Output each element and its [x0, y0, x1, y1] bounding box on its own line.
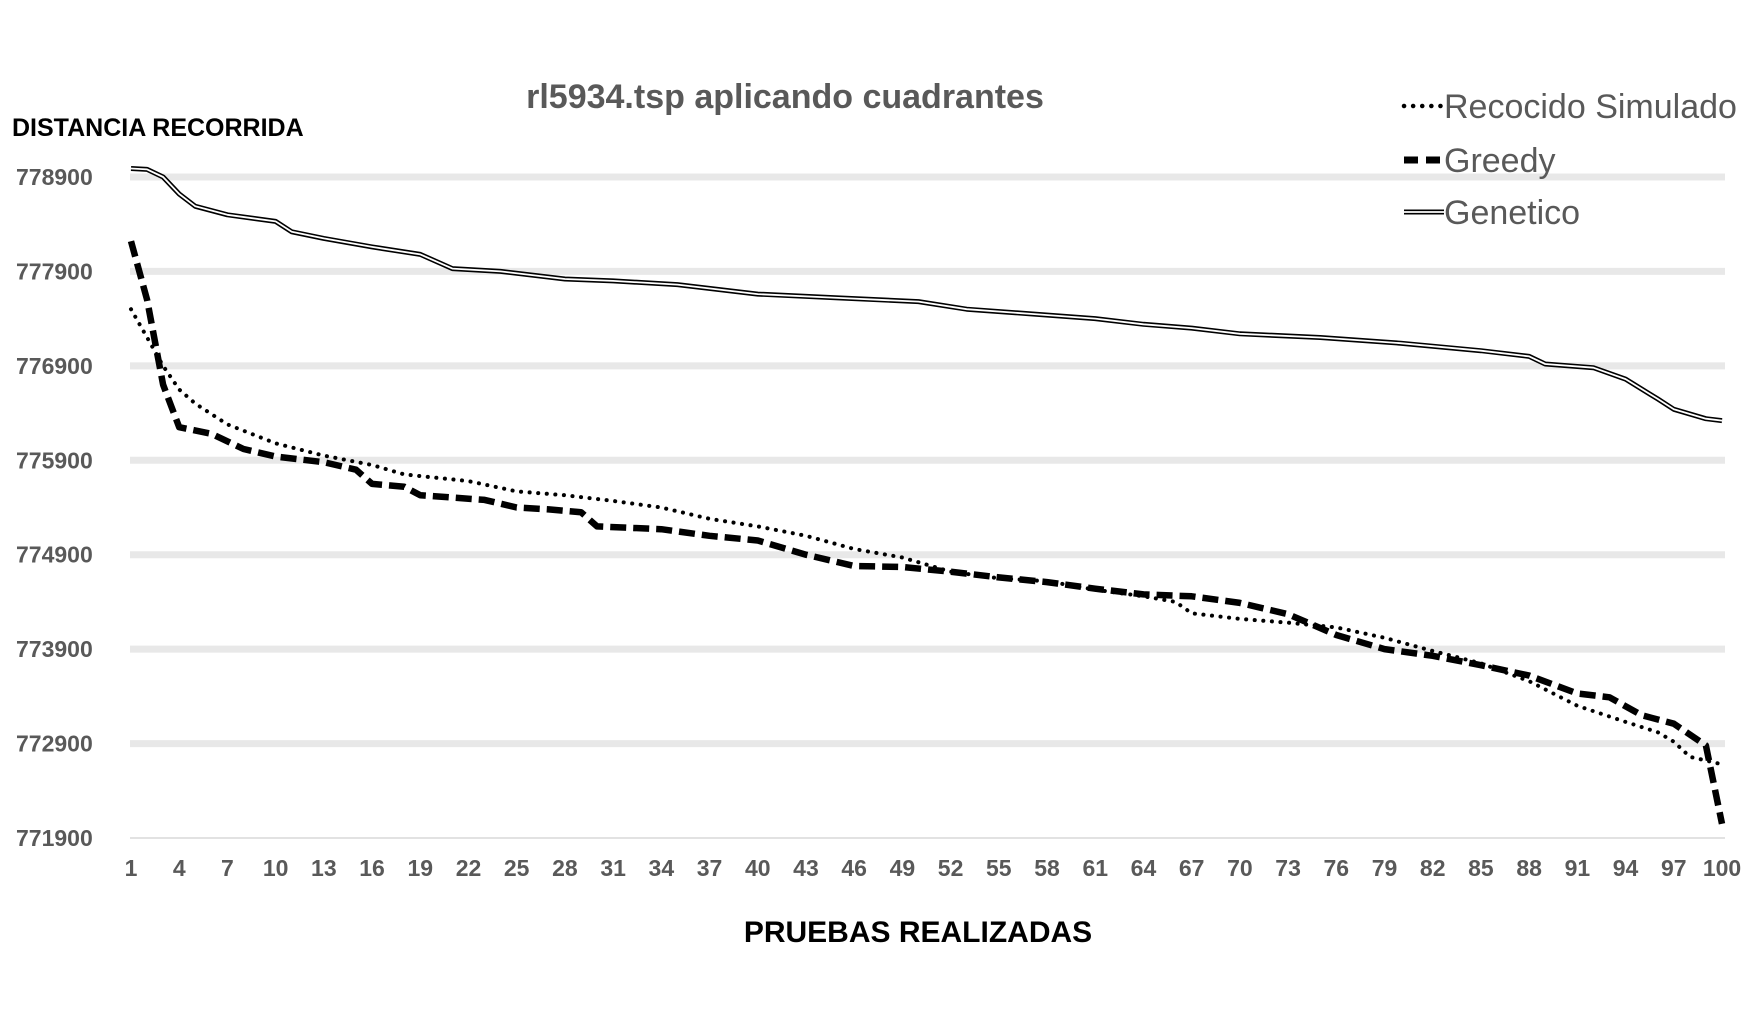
y-tick-label: 774900: [16, 542, 93, 568]
legend-label-recocido: Recocido Simulado: [1444, 88, 1737, 126]
x-axis-ticks: 1 4 7 10 13 16 19 22 25 28 31 34 37 40 43 46 49 52 55 58 61 6…: [125, 855, 1742, 881]
x-tick-label: 91: [1565, 855, 1591, 881]
series-line-recocido: [129, 307, 1724, 767]
x-tick-label: 97: [1661, 855, 1687, 881]
y-axis-ticks: 778900 777900 776900 775900 774900 773900 7729…: [16, 164, 93, 851]
x-tick-label: 16: [359, 855, 385, 881]
series-line-genetico-inner: [130, 167, 1723, 422]
series-line-greedy: [127, 240, 1726, 825]
x-tick-label: 34: [649, 855, 675, 881]
x-tick-label: 70: [1227, 855, 1253, 881]
y-tick-label: 773900: [16, 636, 93, 662]
x-tick-label: 4: [173, 855, 186, 881]
x-tick-label: 94: [1613, 855, 1639, 881]
x-tick-label: 73: [1275, 855, 1301, 881]
series-lines: [127, 166, 1726, 825]
y-tick-label: 778900: [16, 164, 93, 190]
x-tick-label: 28: [552, 855, 578, 881]
gridlines: [130, 173, 1725, 839]
x-tick-label: 85: [1468, 855, 1494, 881]
x-tick-label: 31: [600, 855, 626, 881]
legend-label-genetico: Genetico: [1444, 194, 1580, 232]
y-axis-label: DISTANCIA RECORRIDA: [12, 114, 304, 142]
x-tick-label: 58: [1034, 855, 1060, 881]
legend: Recocido Simulado Greedy Genetico: [1401, 88, 1737, 232]
x-tick-label: 46: [841, 855, 867, 881]
x-tick-label: 40: [745, 855, 771, 881]
y-tick-label: 777900: [16, 258, 93, 284]
x-tick-label: 67: [1179, 855, 1205, 881]
x-tick-label: 79: [1372, 855, 1398, 881]
x-tick-label: 19: [407, 855, 433, 881]
x-tick-label: 25: [504, 855, 530, 881]
y-tick-label: 775900: [16, 447, 93, 473]
x-tick-label: 37: [697, 855, 723, 881]
x-tick-label: 52: [938, 855, 964, 881]
legend-label-greedy: Greedy: [1444, 142, 1556, 180]
y-tick-label: 772900: [16, 731, 93, 757]
legend-item-greedy: Greedy: [1404, 142, 1556, 180]
x-tick-label: 1: [125, 855, 138, 881]
x-tick-label: 55: [986, 855, 1012, 881]
x-tick-label: 7: [221, 855, 234, 881]
x-tick-label: 61: [1082, 855, 1108, 881]
x-tick-label: 49: [890, 855, 916, 881]
x-tick-label: 76: [1324, 855, 1350, 881]
legend-item-genetico: Genetico: [1404, 194, 1580, 232]
x-tick-label: 10: [263, 855, 289, 881]
y-tick-label: 776900: [16, 353, 93, 379]
chart-title: rl5934.tsp aplicando cuadrantes: [526, 78, 1044, 116]
x-axis-label: PRUEBAS REALIZADAS: [744, 916, 1092, 949]
y-tick-label: 771900: [16, 825, 93, 851]
x-tick-label: 100: [1703, 855, 1741, 881]
x-tick-label: 82: [1420, 855, 1446, 881]
x-tick-label: 64: [1131, 855, 1157, 881]
x-tick-label: 22: [456, 855, 482, 881]
x-tick-label: 43: [793, 855, 819, 881]
x-tick-label: 13: [311, 855, 337, 881]
x-tick-label: 88: [1516, 855, 1542, 881]
legend-item-recocido: Recocido Simulado: [1401, 88, 1737, 126]
